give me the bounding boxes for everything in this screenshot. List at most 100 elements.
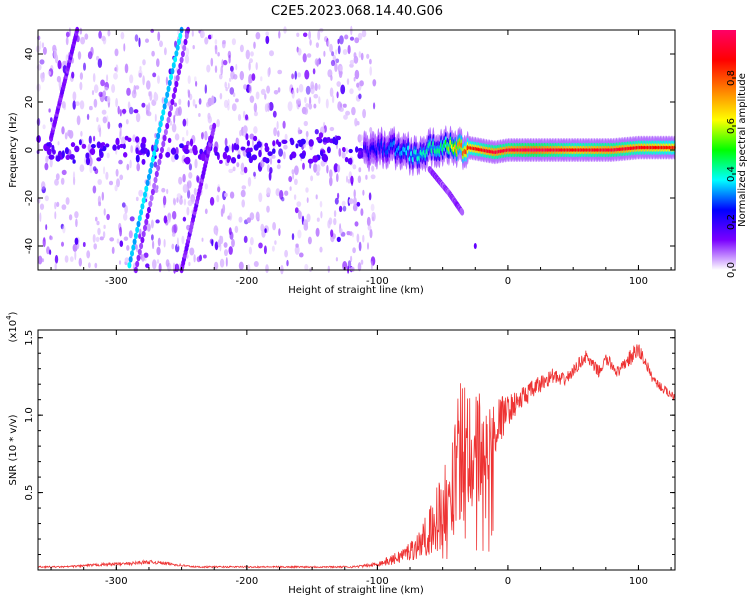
noise-dot	[65, 36, 69, 46]
noise-dot	[342, 261, 348, 271]
noise-dot	[158, 263, 162, 273]
noise-dot	[344, 34, 349, 40]
noise-dot	[291, 169, 295, 175]
x-tick-label: -200	[236, 276, 259, 287]
noise-dot	[245, 114, 249, 121]
noise-dot	[39, 203, 45, 210]
noise-dot	[211, 239, 214, 247]
band-dot	[140, 147, 146, 154]
band-dot	[124, 135, 129, 141]
band-dot	[61, 150, 65, 159]
satellite_line_faint-mark	[135, 260, 140, 268]
noise-dot	[165, 76, 168, 86]
noise-dot	[329, 126, 335, 132]
noise-dot	[121, 202, 126, 208]
satellite_line_faint-mark	[162, 134, 167, 142]
band-dot	[240, 146, 246, 151]
noise-dot	[42, 46, 47, 55]
noise-dot	[109, 237, 115, 242]
noise-dot	[266, 85, 271, 94]
noise-dot	[331, 51, 335, 57]
noise-dot	[41, 42, 45, 49]
noise-dot	[39, 212, 42, 222]
noise-dot	[120, 136, 126, 146]
noise-dot	[342, 103, 347, 108]
noise-dot	[79, 81, 83, 91]
noise-dot	[296, 32, 300, 37]
band-dot	[332, 136, 336, 145]
noise-dot	[284, 249, 288, 258]
noise-dot	[207, 112, 211, 120]
noise-dot	[172, 197, 176, 204]
x-tick-label: -100	[366, 276, 389, 287]
satellite_line_faint-mark	[150, 188, 155, 196]
noise-dot	[125, 119, 129, 125]
noise-dot	[57, 60, 62, 70]
noise-dot	[219, 258, 225, 268]
satellite_line_main-mark	[166, 85, 171, 93]
noise-dot	[173, 102, 177, 107]
noise-dot	[61, 169, 67, 176]
noise-dot	[369, 58, 372, 65]
noise-dot	[82, 242, 86, 247]
band-dot	[189, 138, 194, 147]
noise-dot	[55, 173, 60, 181]
noise-dot	[41, 181, 46, 190]
noise-dot	[274, 240, 277, 245]
satellite_line_faint-mark	[144, 218, 149, 226]
noise-dot	[216, 194, 220, 203]
noise-dot	[188, 261, 191, 267]
noise-dot	[305, 130, 309, 138]
noise-dot	[44, 162, 49, 171]
band-dot	[281, 139, 288, 144]
noise-dot	[128, 106, 134, 115]
colorbar-tick-label: 0.4	[726, 166, 737, 182]
noise-dot	[305, 136, 309, 146]
satellite_line_faint-mark	[170, 98, 175, 106]
noise-dot	[65, 54, 69, 62]
noise-dot	[154, 113, 157, 122]
satellite_line_faint-mark	[140, 236, 145, 244]
noise-dot	[246, 217, 252, 224]
noise-dot	[211, 95, 215, 105]
noise-dot	[146, 80, 151, 90]
satellite_line_main-mark	[178, 32, 183, 40]
noise-dot	[326, 164, 329, 174]
noise-dot	[162, 195, 167, 206]
noise-dot	[79, 164, 85, 172]
noise-dot	[231, 103, 237, 112]
satellite_line_faint-mark	[137, 248, 142, 256]
noise-dot	[328, 217, 333, 225]
noise-dot	[111, 84, 116, 93]
satellite_line_main-mark	[175, 44, 180, 51]
satellite_line_faint-mark	[183, 38, 188, 46]
noise-dot	[72, 171, 76, 181]
noise-dot	[98, 201, 102, 207]
band-dot	[179, 143, 184, 149]
noise-dot	[124, 63, 129, 74]
noise-dot	[289, 186, 292, 191]
band-dot	[123, 152, 128, 158]
noise-dot	[299, 252, 304, 258]
colorbar-tick-label: 0.6	[726, 118, 737, 134]
satellite_line_main-mark	[150, 156, 155, 163]
noise-dot	[333, 210, 337, 218]
satellite_line_faint-mark	[180, 50, 185, 58]
noise-dot	[234, 225, 239, 233]
noise-dot	[304, 69, 310, 80]
noise-dot	[194, 76, 197, 82]
noise-dot	[90, 46, 94, 57]
satellite_line_main-mark	[165, 91, 170, 98]
noise-dot	[278, 228, 281, 237]
noise-dot	[172, 210, 177, 220]
noise-dot	[283, 144, 288, 150]
noise-dot	[264, 93, 267, 100]
satellite_line_faint-mark	[173, 86, 178, 94]
noise-dot	[286, 259, 289, 267]
noise-dot	[135, 112, 141, 123]
noise-dot	[302, 53, 307, 63]
noise-dot	[219, 92, 223, 100]
noise-dot	[266, 187, 271, 196]
noise-dot	[339, 35, 344, 45]
colorbar: 0.0 0.2 0.4 0.6 0.8 Normalized spectral ampl…	[712, 30, 748, 278]
